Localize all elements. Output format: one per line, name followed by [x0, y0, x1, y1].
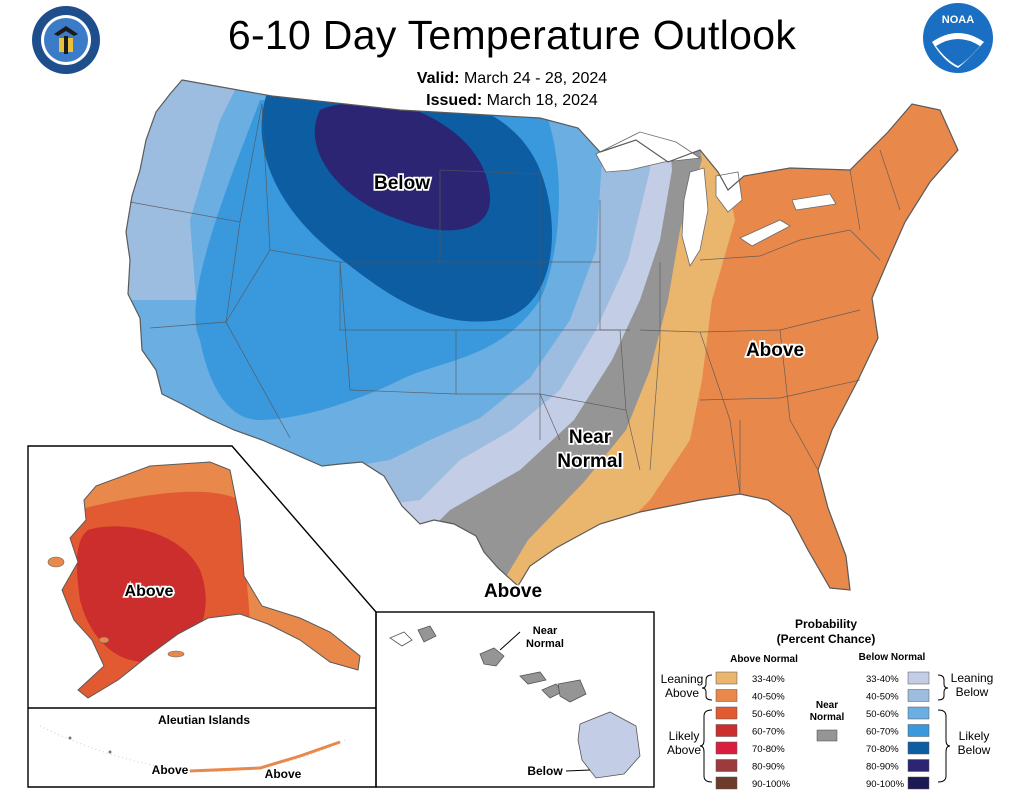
legend-below-range: 70-80%	[866, 744, 899, 755]
legend-leaning-below-1: Leaning	[951, 671, 994, 685]
legend-above-swatch	[715, 724, 738, 737]
legend-near-swatch	[816, 729, 838, 742]
valid-line: Valid: March 24 - 28, 2024	[0, 70, 1024, 88]
aleutian-islands	[39, 725, 346, 773]
legend-above-header: Above Normal	[730, 654, 798, 665]
legend-below-swatch	[907, 759, 930, 772]
legend-above-swatch	[715, 776, 738, 790]
legend-below-swatches: 33-40% 40-50% 50-60% 60-70% 70-80% 80-90% 90-1…	[866, 671, 930, 790]
hawaii-below-leader	[565, 769, 591, 772]
conus-outline	[125, 79, 959, 591]
legend-above-swatch	[715, 741, 738, 755]
legend-below-swatch	[907, 671, 930, 685]
legend-title-2: (Percent Chance)	[777, 632, 876, 646]
label-aleutian-above-1: Above	[152, 763, 189, 777]
great-lakes	[595, 131, 837, 267]
label-aleutian-above-2: Above	[265, 767, 302, 781]
legend-above-swatch	[715, 671, 738, 685]
valid-label: Valid:	[416, 70, 460, 87]
legend: Probability (Percent Chance) Above Norma…	[661, 617, 994, 790]
label-hawaii-near-1: Near	[533, 625, 558, 637]
legend-above-swatches: 33-40% 40-50% 50-60% 60-70% 70-80% 80-90% 90-1…	[715, 671, 791, 790]
legend-below-range: 80-90%	[866, 762, 899, 773]
valid-dates: March 24 - 28, 2024	[463, 70, 608, 87]
alaska-outline	[61, 461, 361, 699]
label-hawaii-near-2: Normal	[526, 638, 564, 650]
legend-below-range: 40-50%	[866, 692, 899, 703]
issued-label: Issued:	[426, 92, 483, 109]
legend-near-1: Near	[816, 700, 838, 711]
legend-brace-leaning-below	[937, 674, 949, 701]
issued-date: March 18, 2024	[486, 92, 598, 109]
label-conus-below: Below	[374, 173, 430, 194]
legend-near-2: Normal	[810, 712, 845, 723]
legend-below-range: 90-100%	[866, 779, 905, 790]
legend-above-range: 40-50%	[752, 692, 785, 703]
label-conus-near-1: Near	[569, 427, 612, 448]
alaska-islands	[47, 556, 185, 658]
label-conus-above-south: Above	[484, 581, 542, 602]
label-aleutian-title: Aleutian Islands	[158, 713, 250, 727]
label-conus-above-east: Above	[746, 340, 804, 361]
doc-seal-icon	[32, 6, 100, 74]
issued-line: Issued: March 18, 2024	[0, 92, 1024, 110]
label-alaska-above: Above	[125, 583, 174, 600]
legend-brace-leaning-above	[701, 674, 713, 701]
legend-leaning-below-2: Below	[956, 685, 989, 699]
noaa-logo-icon: NOAA	[923, 3, 993, 73]
legend-above-range: 50-60%	[752, 709, 785, 720]
legend-below-range: 60-70%	[866, 727, 899, 738]
legend-likely-above-1: Likely	[669, 729, 700, 743]
legend-above-swatch	[715, 706, 738, 720]
label-hawaii-below: Below	[527, 764, 563, 778]
legend-above-swatch	[715, 689, 738, 702]
svg-text:NOAA: NOAA	[942, 14, 974, 26]
legend-above-range: 33-40%	[752, 674, 785, 685]
alaska-outlook	[62, 462, 360, 698]
legend-below-range: 50-60%	[866, 709, 899, 720]
legend-brace-likely-below	[937, 709, 951, 783]
legend-above-swatch	[715, 759, 738, 772]
legend-above-range: 70-80%	[752, 744, 785, 755]
legend-likely-above-2: Above	[667, 743, 701, 757]
legend-likely-below-2: Below	[958, 743, 991, 757]
legend-below-swatch	[907, 689, 930, 702]
legend-below-swatch	[907, 776, 930, 790]
legend-above-range: 90-100%	[752, 779, 791, 790]
legend-leaning-above-2: Above	[665, 686, 699, 700]
legend-below-header: Below Normal	[859, 652, 926, 663]
legend-leaning-above-1: Leaning	[661, 672, 704, 686]
legend-below-swatch	[907, 724, 930, 737]
hawaii-islands	[389, 625, 641, 779]
legend-brace-likely-above	[699, 709, 713, 783]
inset-frames	[27, 445, 655, 788]
legend-below-swatch	[907, 741, 930, 755]
legend-below-range: 33-40%	[866, 674, 899, 685]
legend-above-range: 60-70%	[752, 727, 785, 738]
legend-title-1: Probability	[795, 617, 857, 631]
state-boundaries	[129, 103, 901, 495]
label-conus-near-2: Normal	[557, 451, 622, 472]
hawaii-near-leader	[499, 631, 521, 651]
legend-below-swatch	[907, 706, 930, 720]
legend-above-range: 80-90%	[752, 762, 785, 773]
map-title: 6-10 Day Temperature Outlook	[227, 12, 797, 58]
legend-likely-below-1: Likely	[959, 729, 990, 743]
